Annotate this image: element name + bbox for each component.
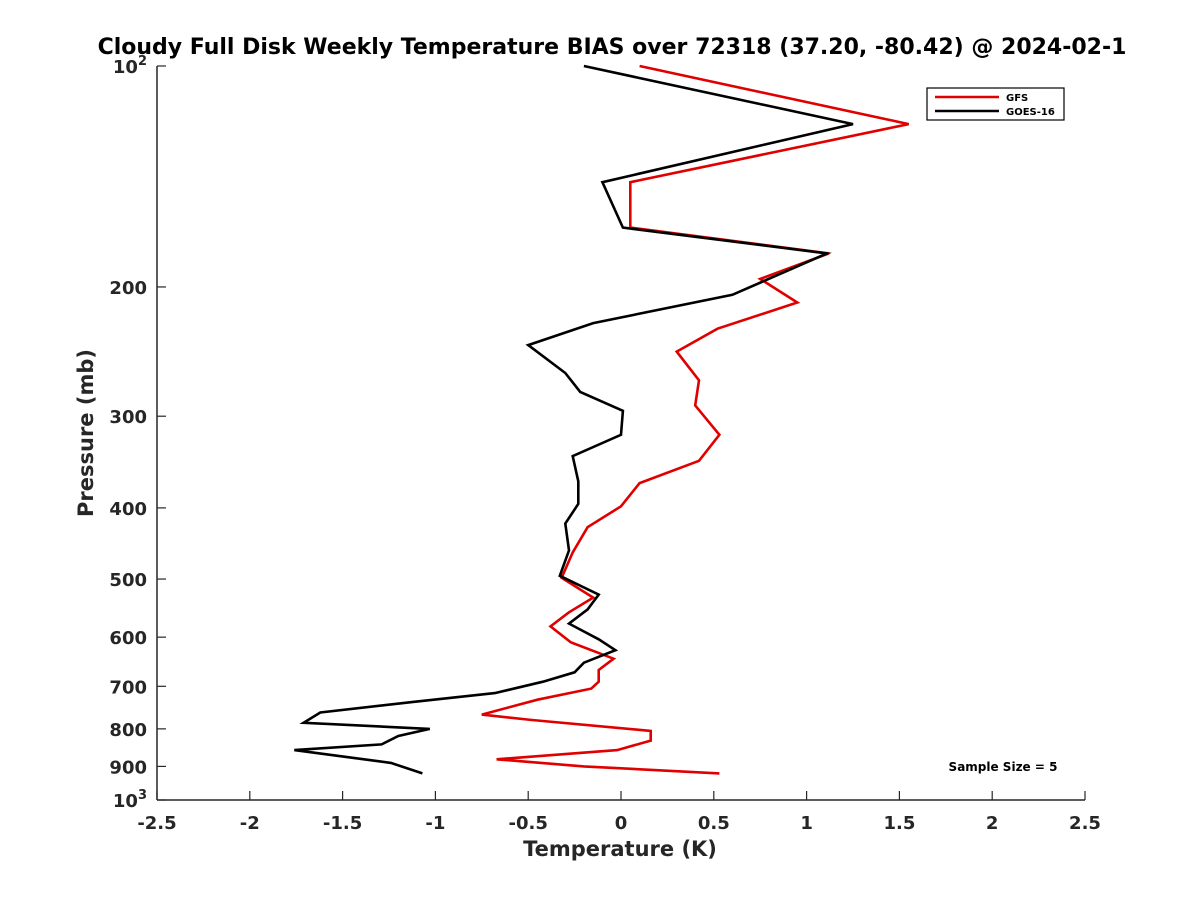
y-tick-label: 400: [109, 499, 147, 520]
legend-label: GOES-16: [1006, 107, 1055, 118]
y-tick-label-base: 800: [109, 720, 147, 741]
y-tick-label: 103: [113, 788, 147, 812]
y-tick-label-base: 500: [109, 570, 147, 591]
y-tick-label: 500: [109, 570, 147, 591]
y-tick-label-base: 700: [109, 677, 147, 698]
y-tick-label: 700: [109, 677, 147, 698]
y-axis-label: Pressure (mb): [74, 349, 98, 517]
y-tick-label-base: 10: [113, 791, 138, 812]
y-tick-label-exponent: 2: [138, 54, 147, 69]
x-ticks: -2.5 -2 -1.5 -1 -0.5 0 0.5 1 1.5 2 2.5: [137, 791, 1101, 834]
y-tick-label: 600: [109, 628, 147, 649]
series-line-goes-16: [294, 64, 854, 775]
y-tick-label: 200: [109, 278, 147, 299]
legend: GFS GOES-16: [926, 87, 1065, 121]
series-group: [294, 64, 909, 775]
sample-size-annotation: Sample Size = 5: [949, 760, 1058, 774]
series-line-gfs: [481, 64, 909, 775]
x-tick-label: -1.5: [323, 813, 362, 834]
y-tick-label-base: 600: [109, 628, 147, 649]
x-tick-label: 0.5: [698, 813, 730, 834]
y-tick-label-base: 10: [113, 57, 138, 78]
y-tick-label: 102: [113, 54, 147, 78]
y-tick-label: 300: [109, 407, 147, 428]
chart-title: Cloudy Full Disk Weekly Temperature BIAS…: [98, 35, 1127, 60]
y-tick-label-base: 900: [109, 757, 147, 778]
legend-label: GFS: [1006, 93, 1028, 104]
x-tick-label: 1.5: [883, 813, 915, 834]
x-tick-label: -2.5: [137, 813, 176, 834]
x-tick-label: -0.5: [509, 813, 548, 834]
legend-box: [926, 87, 1065, 121]
y-tick-label: 900: [109, 757, 147, 778]
y-tick-label-exponent: 3: [138, 788, 147, 803]
x-tick-label: 1: [800, 813, 813, 834]
x-tick-label: 2: [986, 813, 999, 834]
x-axis-label: Temperature (K): [523, 837, 717, 861]
y-tick-label-base: 200: [109, 278, 147, 299]
x-tick-label: 0: [615, 813, 628, 834]
x-tick-label: 2.5: [1069, 813, 1101, 834]
x-tick-label: -2: [240, 813, 260, 834]
y-tick-label-base: 300: [109, 407, 147, 428]
y-tick-label: 800: [109, 720, 147, 741]
x-tick-label: -1: [425, 813, 445, 834]
y-tick-label-base: 400: [109, 499, 147, 520]
